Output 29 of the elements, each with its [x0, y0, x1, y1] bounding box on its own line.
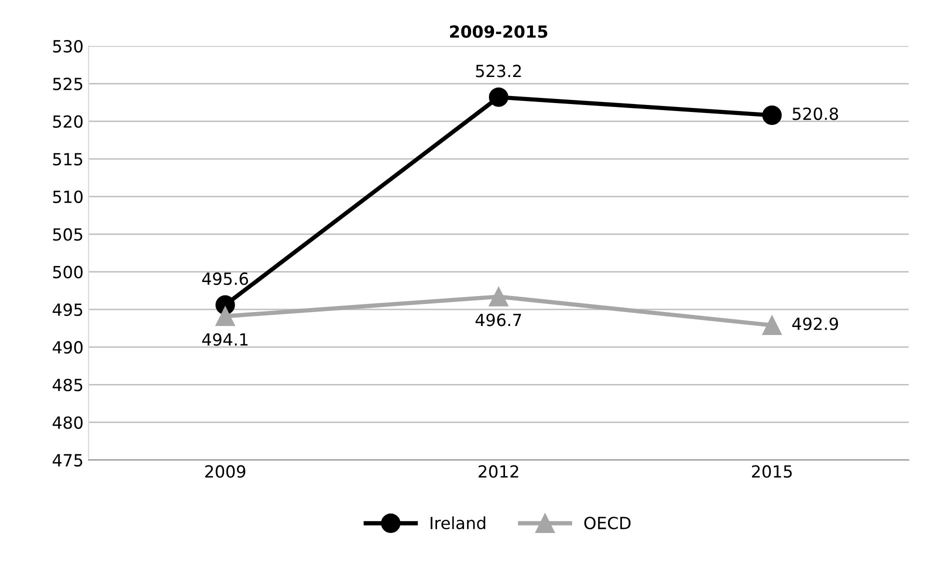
y-tick-label: 515 — [53, 153, 82, 166]
y-tick-label: 475 — [52, 454, 82, 467]
data-label: 520.8 — [792, 107, 838, 120]
x-tick-label: 2015 — [752, 465, 792, 478]
legend-label: Ireland — [430, 516, 486, 530]
point — [762, 316, 782, 335]
x-tick-label: 2009 — [205, 465, 246, 478]
data-label: 494.1 — [202, 333, 248, 346]
y-tick-label: 520 — [53, 115, 83, 128]
point — [488, 286, 508, 306]
x-tick-label: 2012 — [478, 465, 518, 478]
legend-label: OECD — [584, 516, 631, 530]
y-tick-label: 530 — [53, 40, 83, 53]
y-tick-label: 490 — [52, 341, 83, 354]
y-tick-label: 485 — [52, 378, 82, 392]
y-tick-label: 505 — [53, 228, 82, 241]
y-tick-label: 525 — [53, 78, 82, 90]
y-tick-label: 500 — [53, 266, 83, 278]
point — [488, 87, 508, 107]
data-label: 495.6 — [202, 272, 248, 286]
chart-title: 2009-2015 — [450, 25, 548, 38]
y-tick-label: 480 — [52, 416, 83, 429]
point — [216, 306, 235, 326]
y-tick-label: 510 — [53, 190, 83, 204]
data-label: 523.2 — [476, 64, 521, 78]
point — [762, 106, 782, 125]
data-label: 496.7 — [476, 314, 522, 326]
data-label: 492.9 — [792, 317, 838, 330]
y-tick-label: 495 — [52, 303, 82, 316]
